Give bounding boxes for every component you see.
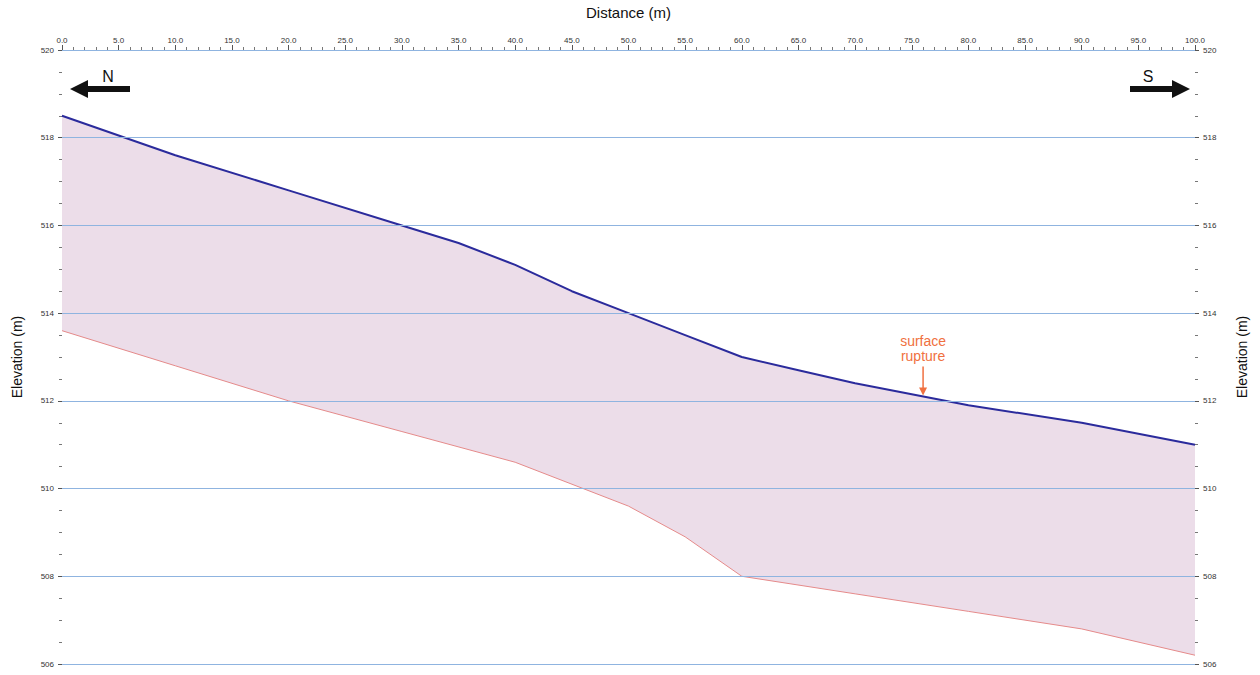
svg-text:15.0: 15.0 — [224, 36, 240, 45]
svg-text:510: 510 — [41, 484, 55, 493]
svg-text:80.0: 80.0 — [961, 36, 977, 45]
svg-text:Elevation (m): Elevation (m) — [9, 316, 25, 398]
svg-text:95.0: 95.0 — [1131, 36, 1147, 45]
svg-text:508: 508 — [1203, 572, 1217, 581]
svg-text:30.0: 30.0 — [394, 36, 410, 45]
svg-text:506: 506 — [1203, 660, 1217, 669]
svg-text:90.0: 90.0 — [1074, 36, 1090, 45]
svg-text:70.0: 70.0 — [847, 36, 863, 45]
svg-text:512: 512 — [1203, 396, 1217, 405]
svg-text:60.0: 60.0 — [734, 36, 750, 45]
svg-text:512: 512 — [41, 396, 55, 405]
svg-text:25.0: 25.0 — [337, 36, 353, 45]
svg-text:518: 518 — [1203, 133, 1217, 142]
svg-text:520: 520 — [41, 46, 55, 55]
svg-text:516: 516 — [1203, 221, 1217, 230]
svg-text:514: 514 — [41, 309, 55, 318]
svg-text:rupture: rupture — [901, 348, 946, 364]
svg-text:75.0: 75.0 — [904, 36, 920, 45]
svg-text:20.0: 20.0 — [281, 36, 297, 45]
svg-text:10.0: 10.0 — [168, 36, 184, 45]
svg-text:508: 508 — [41, 572, 55, 581]
svg-text:65.0: 65.0 — [791, 36, 807, 45]
svg-text:100.0: 100.0 — [1185, 36, 1206, 45]
svg-text:0.0: 0.0 — [56, 36, 68, 45]
svg-text:516: 516 — [41, 221, 55, 230]
svg-text:50.0: 50.0 — [621, 36, 637, 45]
svg-text:520: 520 — [1203, 46, 1217, 55]
svg-text:45.0: 45.0 — [564, 36, 580, 45]
svg-text:S: S — [1143, 68, 1154, 85]
svg-text:506: 506 — [41, 660, 55, 669]
svg-text:Elevation (m): Elevation (m) — [1234, 316, 1250, 398]
svg-text:N: N — [102, 68, 114, 85]
svg-text:surface: surface — [900, 333, 946, 349]
svg-text:514: 514 — [1203, 309, 1217, 318]
svg-text:5.0: 5.0 — [113, 36, 125, 45]
svg-text:518: 518 — [41, 133, 55, 142]
svg-text:510: 510 — [1203, 484, 1217, 493]
svg-text:Distance (m): Distance (m) — [586, 4, 671, 21]
svg-text:85.0: 85.0 — [1017, 36, 1033, 45]
svg-text:40.0: 40.0 — [507, 36, 523, 45]
svg-text:35.0: 35.0 — [451, 36, 467, 45]
svg-text:55.0: 55.0 — [677, 36, 693, 45]
